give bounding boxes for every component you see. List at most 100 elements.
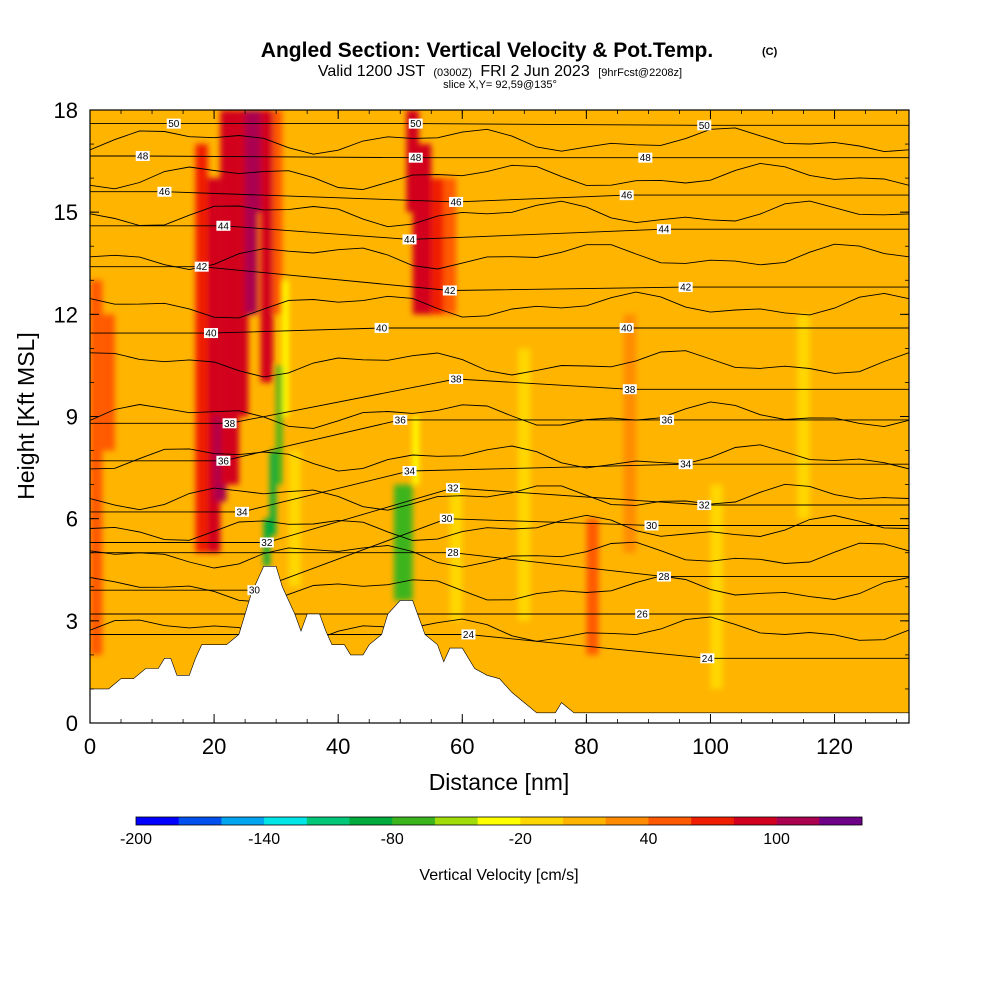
contour-label-text: 36 [661, 415, 673, 426]
contour-label: 44 [402, 234, 417, 246]
contour-label: 38 [222, 418, 237, 430]
contour-label-box [393, 414, 408, 425]
contour-label-box [203, 328, 218, 339]
velocity-cell [623, 314, 636, 553]
contour-label: 34 [402, 465, 417, 477]
velocity-cell [260, 110, 274, 383]
contour-label-text: 44 [404, 235, 416, 246]
contour-line-minor [90, 162, 909, 191]
contour-label-text: 32 [447, 484, 459, 495]
colorbar-swatch [434, 817, 478, 825]
colorbar-tick-label: -200 [120, 831, 152, 848]
velocity-cell [276, 365, 283, 485]
contour-label: 48 [638, 152, 653, 164]
velocity-cell [273, 110, 283, 315]
slice-label: slice X,Y= 92,59@135° [443, 79, 557, 91]
contour-label-text: 30 [646, 521, 658, 532]
velocity-cell [797, 314, 810, 519]
velocity-cell [220, 110, 239, 485]
velocity-cell [251, 110, 261, 213]
contour-label-text: 46 [159, 187, 171, 198]
contour-label-text: 40 [621, 323, 633, 334]
colorbar-swatch [605, 817, 649, 825]
contour-label: 32 [445, 483, 460, 495]
contour-label-box [166, 118, 181, 129]
contour-label-text: 48 [137, 151, 149, 162]
contour-label-text: 24 [463, 630, 475, 641]
x-tick-label: 80 [574, 734, 598, 759]
contour-label: 46 [157, 186, 172, 198]
contour-label-box [442, 285, 457, 296]
velocity-cell [282, 280, 289, 417]
x-tick-label: 60 [450, 734, 474, 759]
contour-label-box [660, 414, 675, 425]
colorbar-swatch [349, 817, 393, 825]
velocity-field [90, 110, 810, 689]
contour-label-box [216, 220, 231, 231]
contour-line-minor [90, 350, 909, 378]
contour-label: 26 [635, 609, 650, 621]
contour-label-text: 50 [168, 119, 180, 130]
contour-label-box [259, 537, 274, 548]
contour-label-text: 36 [218, 456, 230, 467]
contour-label-box [235, 506, 250, 517]
contour-label: 28 [445, 547, 460, 559]
contour-label: 36 [216, 455, 231, 467]
contour-label: 40 [619, 322, 634, 334]
contour-label-text: 38 [224, 419, 236, 430]
contour-label-text: 26 [637, 610, 649, 621]
contour-label: 40 [374, 322, 389, 334]
contour-line-minor [90, 483, 909, 511]
colorbar-swatch [691, 817, 735, 825]
x-tick-label: 20 [202, 734, 226, 759]
contour-label: 50 [166, 118, 181, 130]
contour-label: 36 [660, 414, 675, 426]
contour-label-box [135, 150, 150, 161]
x-tick-label: 0 [84, 734, 96, 759]
colorbar-swatch [733, 817, 777, 825]
contour-label-text: 32 [261, 538, 273, 549]
contour-line-28 [90, 552, 909, 578]
y-tick-label: 12 [54, 302, 78, 327]
colorbar-swatch [264, 817, 308, 825]
contour-label-box [635, 609, 650, 620]
velocity-cell [238, 110, 249, 417]
contour-label: 30 [247, 585, 262, 597]
subtitle-valid: Valid 1200 JST [318, 63, 426, 80]
velocity-cell [102, 314, 115, 451]
contour-label: 32 [697, 500, 712, 512]
contour-label-box [374, 322, 389, 333]
y-tick-label: 9 [66, 405, 78, 430]
colorbar [135, 816, 863, 826]
y-tick-label: 0 [66, 711, 78, 736]
colorbar-swatch [776, 817, 820, 825]
contour-label: 30 [439, 513, 454, 525]
contour-label-box [194, 261, 209, 272]
contour-label-text: 42 [196, 262, 208, 273]
chart-title: Angled Section: Vertical Velocity & Pot.… [261, 39, 713, 62]
colorbar-swatch [221, 817, 265, 825]
contour-label: 42 [442, 285, 457, 297]
contour-label-text: 30 [441, 514, 453, 525]
contour-label-text: 44 [218, 221, 230, 232]
velocity-cell [518, 348, 531, 621]
contour-label-box [678, 459, 693, 470]
contour-line-minor [90, 444, 909, 472]
contour-line-minor [90, 243, 909, 271]
contour-label-box [216, 455, 231, 466]
contour-line-minor [90, 401, 909, 429]
x-tick-label: 100 [692, 734, 729, 759]
contour-label: 46 [449, 196, 464, 208]
colorbar-tick-label: 100 [763, 831, 790, 848]
contour-label-text: 28 [447, 548, 459, 559]
contour-label: 36 [393, 414, 408, 426]
contour-label-box [656, 571, 671, 582]
colorbar-tick-label: -20 [509, 831, 532, 848]
colorbar-frame [135, 816, 863, 826]
colorbar-swatch [136, 817, 180, 825]
contour-labels: 50 48 46 44 42 40 38 36 34 32 30 50 48 46 44 42 40 38 36 34… [135, 118, 715, 665]
contour-label-box [619, 322, 634, 333]
contour-line-minor [90, 575, 909, 603]
contour-label-text: 40 [376, 323, 388, 334]
contour-label: 44 [656, 224, 671, 236]
